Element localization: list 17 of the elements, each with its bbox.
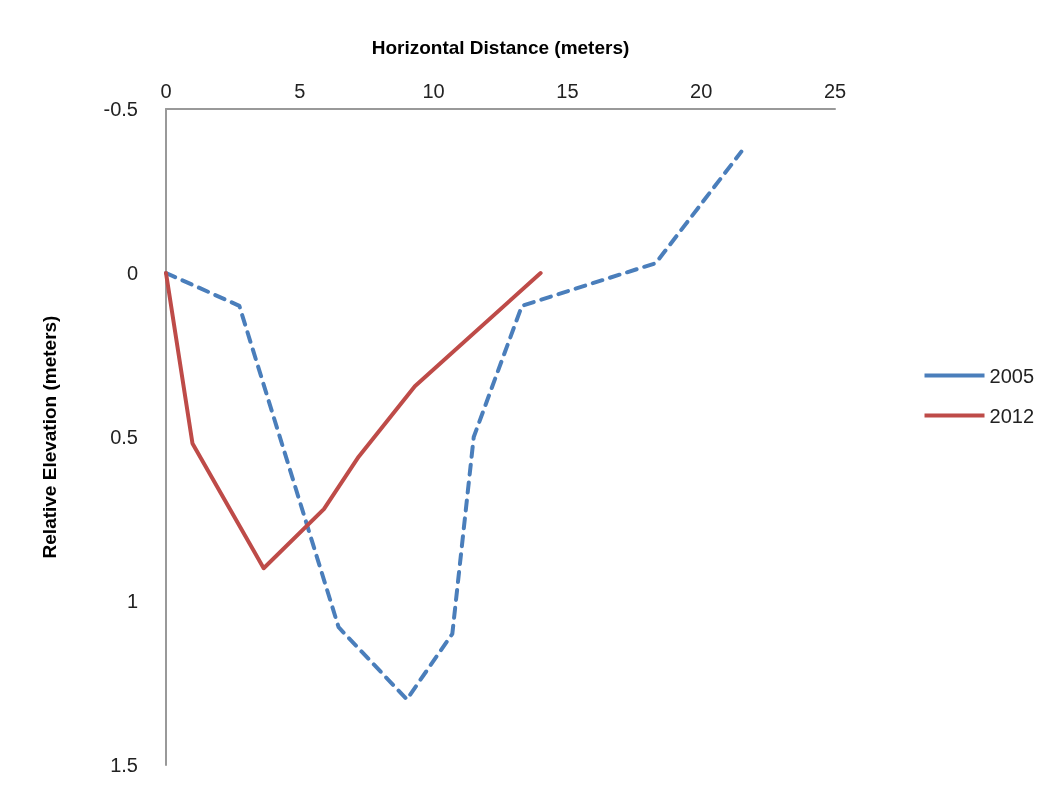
- y-tick-label: 1.5: [110, 754, 138, 776]
- y-tick-label: -0.5: [103, 98, 138, 120]
- y-axis-title: Relative Elevation (meters): [38, 315, 60, 559]
- x-tick-label: 5: [294, 80, 306, 102]
- y-tick-label: 0.5: [110, 426, 138, 448]
- line-series: [164, 271, 543, 571]
- line-series: [164, 149, 744, 702]
- x-tick-label: 20: [690, 80, 713, 102]
- y-tick-label: 1: [126, 590, 138, 612]
- legend-label: 2012: [989, 404, 1035, 427]
- x-axis-title: Horizontal Distance (meters): [371, 37, 630, 58]
- x-tick-label: 15: [556, 80, 579, 102]
- x-tick-label: 25: [823, 80, 847, 102]
- legend-label: 2005: [989, 364, 1035, 387]
- x-tick-label: 0: [160, 80, 172, 102]
- y-tick-label: 0: [126, 262, 138, 284]
- x-tick-label: 10: [422, 80, 445, 102]
